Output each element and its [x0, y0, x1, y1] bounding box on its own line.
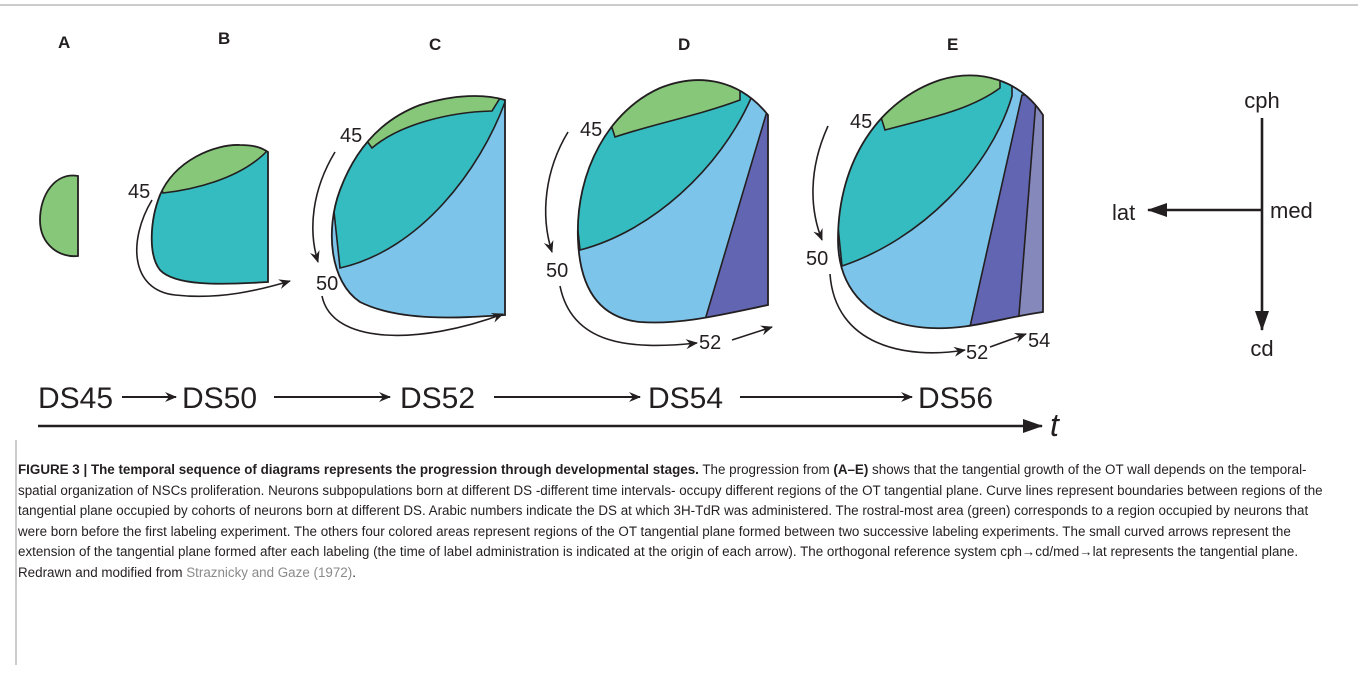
time-label: t: [1050, 407, 1060, 443]
arrow: [731, 325, 773, 341]
caption-text: The progression from: [698, 462, 834, 477]
stage-label: DS56: [918, 382, 993, 415]
caption-text: shows that the tangential growth of the …: [18, 462, 1323, 580]
outline: [150, 144, 269, 285]
axis-label: med: [1270, 198, 1313, 223]
stage-number: 45: [850, 111, 872, 133]
stage-number: 50: [806, 248, 828, 270]
stage-number: 50: [316, 273, 338, 295]
tectum-diagram: [577, 79, 769, 324]
stage-label: DS50: [182, 382, 257, 415]
panel-label: A: [58, 33, 70, 52]
region: [1016, 94, 1043, 329]
outline: [837, 74, 1044, 330]
stage-number: 45: [340, 125, 362, 147]
arrow: [135, 199, 291, 298]
stage-number: 50: [546, 260, 568, 282]
arrow: [559, 285, 698, 350]
stage-label: DS45: [38, 382, 113, 415]
caption: FIGURE 3 | The temporal sequence of diag…: [18, 460, 1338, 583]
axis-label: cd: [1250, 336, 1273, 361]
stage-number: 54: [1028, 330, 1050, 352]
arrow: [829, 273, 966, 357]
arrow: [321, 295, 504, 337]
region: [858, 75, 1001, 131]
region: [703, 98, 768, 321]
outline: [577, 79, 769, 324]
tectum-diagram: [330, 95, 506, 319]
arrow: [812, 125, 829, 241]
stage-number: 52: [699, 332, 721, 354]
tectum-diagram: [150, 144, 269, 285]
region: [588, 80, 741, 139]
caption-range: (A–E): [833, 462, 869, 477]
panel-label: D: [678, 35, 690, 54]
arrow: [309, 151, 336, 263]
tectum-diagram: [837, 74, 1044, 330]
tectum-diagram: [39, 174, 79, 258]
panel-label: E: [947, 35, 958, 54]
caption-text: .: [352, 564, 356, 580]
reference-link[interactable]: Straznicky and Gaze (1972): [186, 564, 353, 580]
growth-arrows: [135, 125, 1027, 357]
stage-label: DS52: [400, 382, 475, 415]
outline: [39, 174, 79, 258]
arrow: [989, 333, 1027, 348]
stage-number: 45: [128, 181, 150, 203]
stage-number: 45: [580, 119, 602, 141]
panel-label: B: [218, 29, 230, 48]
axis-label: cph: [1244, 88, 1279, 113]
axis-label: lat: [1112, 200, 1135, 225]
caption-title: FIGURE 3 | The temporal sequence of diag…: [18, 462, 699, 477]
arrow: [543, 131, 569, 253]
stage-label: DS54: [648, 382, 723, 415]
region: [40, 175, 78, 257]
stage-number: 52: [966, 342, 988, 364]
panel-label: C: [429, 35, 441, 54]
outline: [330, 95, 506, 319]
